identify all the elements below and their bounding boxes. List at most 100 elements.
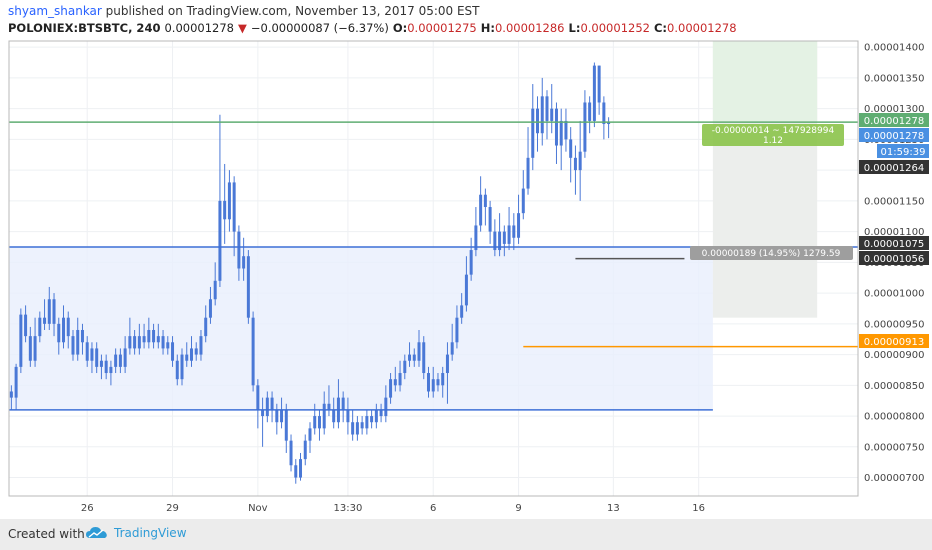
candle: [161, 329, 165, 355]
candle: [521, 170, 525, 220]
low-label: L:: [568, 21, 581, 35]
author-link[interactable]: shyam_shankar: [8, 4, 102, 18]
x-tick-label: 13:30: [333, 503, 362, 514]
candle: [322, 391, 326, 435]
high-label: H:: [480, 21, 495, 35]
candle: [536, 96, 540, 152]
candle: [237, 225, 241, 281]
candle: [426, 366, 430, 398]
candle: [602, 96, 606, 140]
candle: [232, 176, 236, 257]
candle: [526, 127, 530, 195]
candle: [147, 317, 151, 349]
candle: [80, 323, 84, 355]
open-label: O:: [392, 21, 408, 35]
candle: [403, 354, 407, 380]
x-axis: 26 29 Nov 13:30 6 9 13 16: [81, 503, 705, 514]
candle: [280, 397, 284, 429]
candle: [152, 323, 156, 349]
price-badges: 0.00001278 0.00001278 01:59:39 0.0000126…: [859, 113, 929, 348]
range-box: [9, 246, 713, 410]
publish-info: shyam_shankar published on TradingView.c…: [8, 4, 480, 18]
candle: [445, 342, 449, 404]
candle: [62, 305, 66, 349]
candle: [137, 323, 141, 355]
candle: [104, 354, 108, 380]
target-green-box: [712, 41, 818, 123]
candle: [597, 65, 601, 115]
last-price: 0.00001278: [164, 21, 234, 35]
candle: [464, 256, 468, 312]
candlesticks: [9, 62, 611, 484]
candle: [57, 317, 61, 355]
candle: [374, 403, 378, 429]
candle: [384, 385, 388, 423]
candle: [9, 385, 13, 410]
candle: [474, 207, 478, 257]
candle: [592, 62, 596, 128]
candle: [208, 286, 212, 324]
candle: [33, 317, 37, 367]
candle: [299, 452, 303, 481]
candle: [479, 176, 483, 232]
candle: [261, 397, 265, 447]
candle: [564, 108, 568, 152]
candle: [118, 348, 122, 374]
candle: [588, 96, 592, 134]
x-tick-label: 16: [692, 503, 705, 514]
measure-label-gray: 0.00000189 (14.95%) 1279.59: [690, 246, 853, 260]
candle: [355, 416, 359, 441]
candle: [441, 366, 445, 398]
candle: [246, 250, 250, 324]
candle: [156, 323, 160, 349]
y-tick-label: 0.00001300: [864, 104, 924, 115]
candle: [393, 366, 397, 392]
y-tick-label: 0.00000700: [864, 473, 924, 484]
candle: [114, 348, 118, 374]
y-tick-label: 0.00000800: [864, 412, 924, 423]
measure-label-green: -0.00000014 ~ 147928994 1.12: [702, 124, 844, 146]
badge-gray-level: 0.00001056: [864, 254, 924, 265]
candle: [189, 336, 193, 367]
candle: [417, 329, 421, 367]
candle: [498, 213, 502, 257]
candle: [545, 90, 549, 140]
badge-dark-level: 0.00001264: [864, 163, 924, 174]
price-change: −0.00000087 (−6.37%): [250, 21, 389, 35]
candle: [303, 434, 307, 466]
candle: [517, 194, 521, 244]
candle: [398, 360, 402, 392]
candle: [436, 373, 440, 392]
symbol-label[interactable]: POLONIEX:BTSBTC, 240: [8, 21, 161, 35]
level-lines: [9, 121, 858, 411]
candle: [408, 342, 412, 367]
tradingview-logo[interactable]: TradingView: [85, 525, 187, 541]
candle: [90, 342, 94, 374]
tradingview-name: TradingView: [114, 526, 187, 540]
candle: [171, 336, 175, 367]
y-tick-label: 0.00001000: [864, 289, 924, 300]
y-tick-label: 0.00001400: [864, 43, 924, 54]
candle: [412, 348, 416, 367]
candle: [24, 305, 28, 343]
candle: [123, 336, 127, 374]
close-value: 0.00001278: [667, 21, 737, 35]
cloud-icon: [86, 527, 107, 538]
candle: [379, 403, 383, 423]
candle: [128, 317, 132, 355]
x-tick-label: 13: [607, 503, 620, 514]
badge-last-price: 0.00001278: [864, 131, 924, 142]
candle: [573, 145, 577, 195]
price-chart[interactable]: 0.00000700 0.00000750 0.00000800 0.00000850…: [0, 0, 932, 519]
candle: [289, 434, 293, 472]
high-value: 0.00001286: [494, 21, 565, 35]
candle: [227, 170, 231, 232]
candle: [469, 237, 473, 281]
candle: [370, 409, 374, 429]
candle: [270, 391, 274, 423]
candle: [460, 293, 464, 324]
candle: [569, 127, 573, 183]
x-tick-label: Nov: [248, 503, 268, 514]
y-tick-label: 0.00000900: [864, 350, 924, 361]
candle: [455, 305, 459, 349]
